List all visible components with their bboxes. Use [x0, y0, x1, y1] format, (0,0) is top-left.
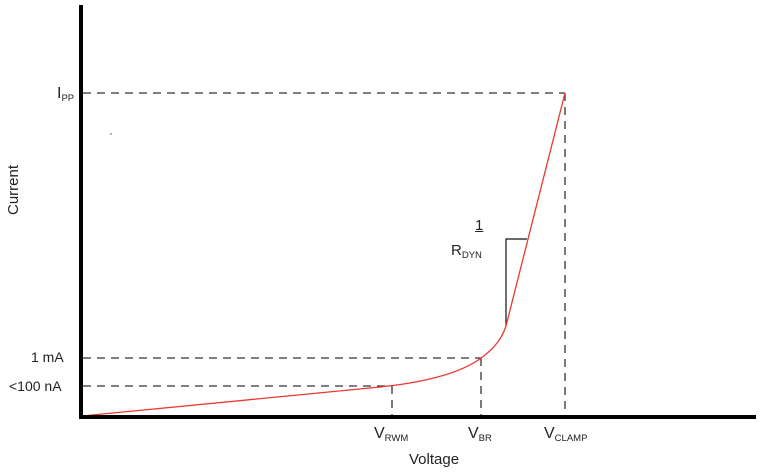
vbr-label: VBR: [468, 425, 492, 444]
1ma-label: 1 mA: [31, 349, 64, 365]
x-axis-title: Voltage: [409, 451, 460, 468]
slope-denominator: RDYN: [451, 242, 482, 261]
slope-numerator: 1: [475, 217, 484, 234]
stray-dot: [110, 133, 112, 135]
vrwm-label: VRWM: [374, 425, 409, 444]
iv-curve: [81, 92, 566, 417]
y-axis-title: Current: [5, 164, 22, 215]
slope-triangle: [505, 238, 527, 326]
100na-label: <100 nA: [9, 378, 62, 394]
ipp-label: IPP: [57, 85, 75, 104]
vclamp-label: VCLAMP: [544, 425, 588, 444]
